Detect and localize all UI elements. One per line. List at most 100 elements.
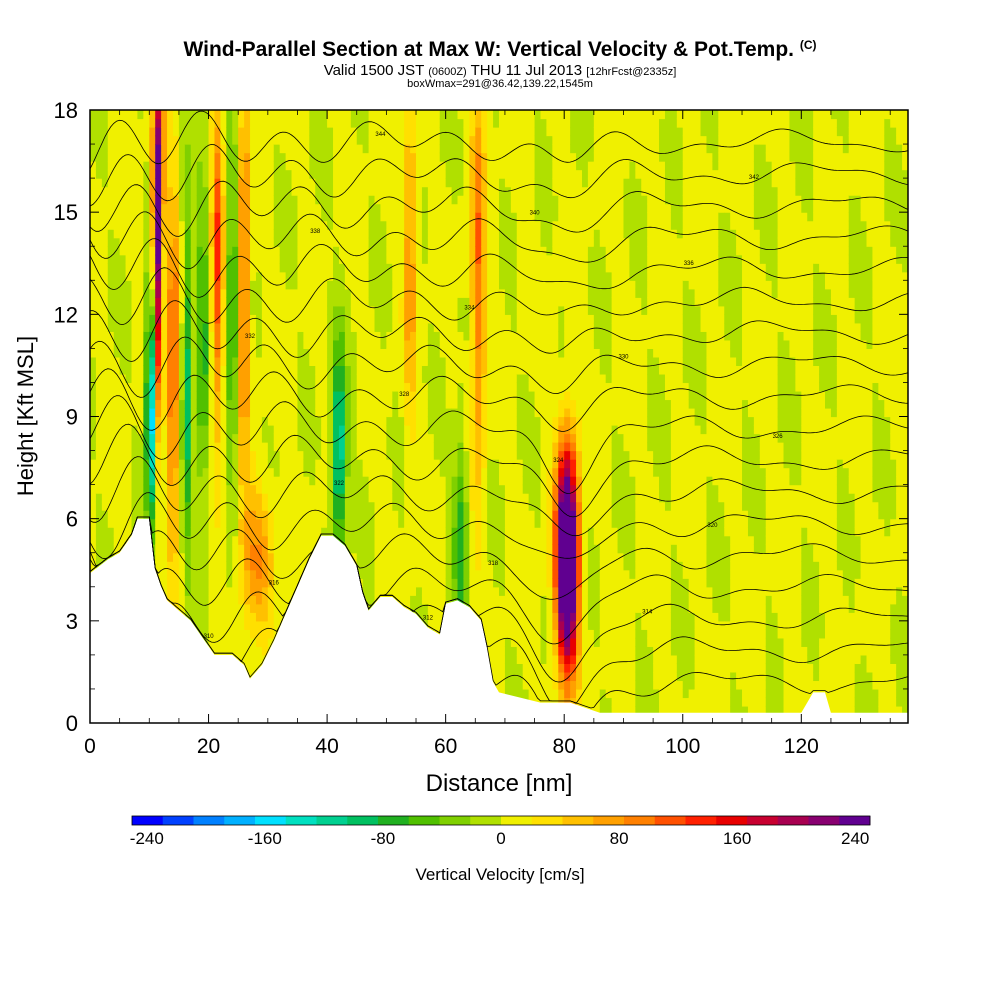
velocity-cell: [95, 263, 103, 273]
velocity-cell: [475, 356, 482, 367]
velocity-cell: [155, 365, 162, 375]
velocity-cell: [386, 186, 393, 196]
velocity-cell: [433, 356, 441, 367]
velocity-cell: [167, 518, 174, 528]
velocity-cell: [113, 450, 121, 460]
velocity-cell: [321, 459, 328, 469]
velocity-cell: [267, 620, 275, 630]
velocity-cell: [451, 314, 459, 324]
velocity-cell: [161, 586, 168, 596]
velocity-cell: [208, 135, 216, 145]
velocity-cell: [202, 110, 210, 120]
velocity-cell: [244, 586, 251, 596]
velocity-cell: [398, 484, 405, 494]
velocity-cell: [380, 433, 387, 443]
velocity-cell: [101, 442, 109, 452]
velocity-cell: [297, 314, 304, 324]
velocity-cell: [487, 169, 494, 179]
velocity-cell: [439, 450, 447, 460]
velocity-cell: [333, 459, 340, 469]
velocity-cell: [493, 118, 500, 128]
velocity-cell: [457, 195, 465, 205]
velocity-cell: [172, 527, 180, 537]
velocity-cell: [493, 544, 500, 554]
velocity-cell: [404, 416, 411, 426]
velocity-cell: [315, 271, 322, 281]
velocity-cell: [392, 518, 399, 528]
velocity-cell: [463, 382, 470, 392]
velocity-cell: [184, 365, 192, 375]
velocity-cell: [238, 339, 245, 349]
velocity-cell: [90, 501, 97, 511]
velocity-cell: [433, 382, 441, 392]
velocity-cell: [190, 263, 198, 273]
velocity-cell: [445, 127, 453, 137]
velocity-cell: [226, 425, 233, 435]
velocity-cell: [368, 510, 376, 520]
velocity-cell: [392, 484, 399, 494]
velocity-cell: [244, 552, 251, 562]
velocity-cell: [155, 501, 162, 511]
velocity-cell: [90, 433, 97, 443]
velocity-cell: [487, 356, 494, 367]
velocity-cell: [350, 246, 358, 256]
velocity-cell: [427, 322, 435, 332]
velocity-cell: [220, 569, 227, 579]
velocity-cell: [196, 135, 204, 145]
velocity-cell: [297, 288, 304, 298]
velocity-cell: [137, 365, 144, 375]
velocity-cell: [398, 442, 405, 452]
velocity-cell: [178, 195, 186, 205]
velocity-cell: [95, 433, 103, 443]
velocity-cell: [469, 186, 476, 196]
velocity-cell: [250, 561, 257, 571]
velocity-cell: [220, 603, 227, 613]
velocity-cell: [392, 476, 399, 486]
velocity-cell: [285, 459, 293, 469]
velocity-cell: [137, 510, 144, 520]
velocity-cell: [487, 535, 494, 545]
velocity-cell: [315, 476, 322, 486]
velocity-cell: [291, 459, 299, 469]
velocity-cell: [398, 544, 405, 554]
velocity-cell: [250, 288, 257, 298]
velocity-cell: [161, 561, 168, 571]
velocity-cell: [433, 203, 441, 213]
velocity-cell: [445, 220, 453, 230]
velocity-cell: [297, 237, 304, 247]
velocity-cell: [273, 382, 281, 392]
velocity-cell: [273, 527, 281, 537]
velocity-cell: [244, 246, 251, 256]
velocity-cell: [451, 288, 459, 298]
velocity-cell: [220, 365, 227, 375]
velocity-cell: [469, 365, 476, 375]
velocity-cell: [309, 297, 316, 307]
velocity-cell: [410, 407, 417, 418]
velocity-cell: [101, 110, 109, 120]
velocity-cell: [119, 390, 127, 401]
velocity-cell: [244, 220, 251, 230]
velocity-cell: [297, 552, 304, 562]
velocity-cell: [261, 629, 269, 639]
velocity-cell: [321, 382, 328, 392]
velocity-cell: [196, 110, 204, 120]
velocity-cell: [421, 195, 429, 205]
velocity-cell: [172, 501, 180, 511]
velocity-cell: [392, 280, 399, 290]
velocity-cell: [350, 467, 358, 477]
velocity-cell: [202, 535, 210, 545]
velocity-cell: [244, 493, 251, 503]
velocity-cell: [255, 297, 263, 307]
velocity-cell: [125, 518, 133, 528]
velocity-cell: [131, 110, 139, 120]
velocity-cell: [350, 237, 358, 247]
velocity-cell: [196, 603, 204, 613]
velocity-cell: [463, 416, 470, 426]
velocity-cell: [143, 399, 150, 409]
velocity-cell: [451, 450, 459, 460]
velocity-cell: [125, 339, 133, 349]
velocity-cell: [90, 220, 97, 230]
velocity-cell: [113, 144, 121, 154]
velocity-cell: [107, 263, 115, 273]
